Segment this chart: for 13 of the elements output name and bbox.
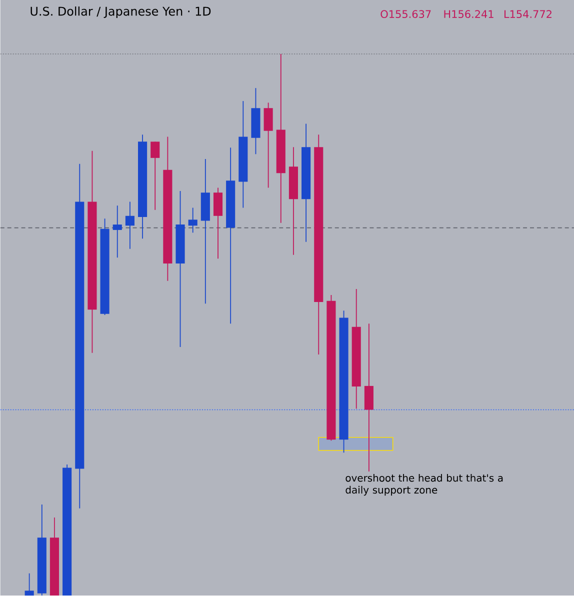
chart-title: U.S. Dollar / Japanese Yen · 1D [30,6,210,18]
candlestick [125,201,134,250]
text: L154.772 [504,10,552,18]
candlestick [24,572,34,596]
candlestick [188,207,198,234]
annotation: overshoot the head but that's a daily support zone [346,474,502,496]
candlestick [364,323,374,472]
candlestick [112,205,122,258]
candlestick [150,141,160,210]
candlestick [264,102,273,188]
text: O155.637 [380,10,431,18]
text: H156.241 [444,10,494,18]
candlestick [213,187,222,260]
